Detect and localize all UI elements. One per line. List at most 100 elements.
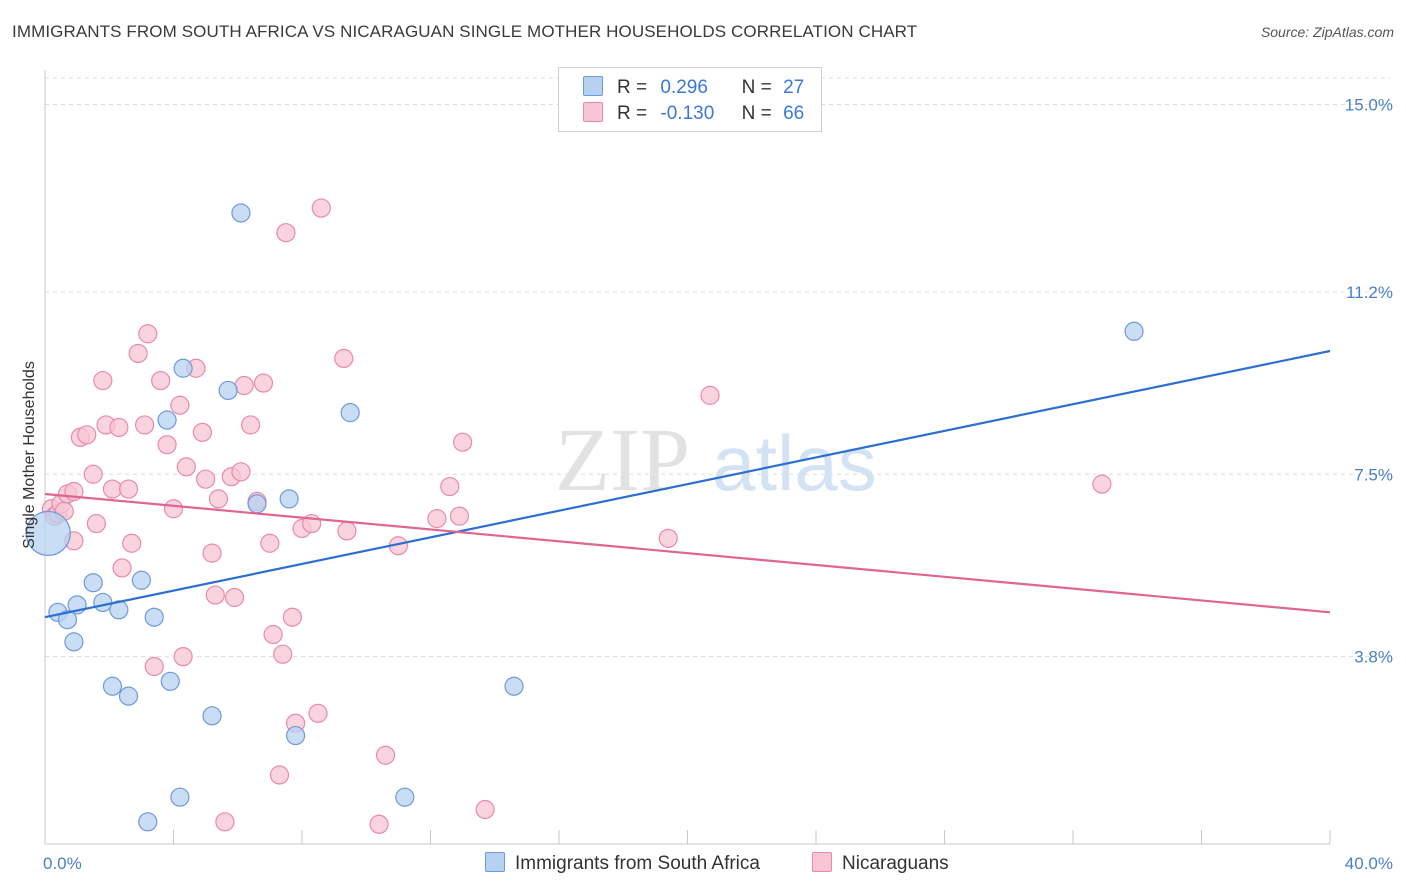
nicaraguans-point xyxy=(475,799,495,820)
nicaraguans-point xyxy=(311,198,331,218)
nicaraguans-point xyxy=(196,469,216,489)
south-africa-point xyxy=(25,510,71,557)
south-africa-point xyxy=(93,592,113,613)
nicaraguans-point xyxy=(83,464,103,484)
nicaraguans-point xyxy=(176,457,196,477)
south-africa-point xyxy=(64,632,84,652)
chart-source: Source: ZipAtlas.com xyxy=(1260,24,1394,40)
nicaraguans-point xyxy=(263,624,283,645)
nicaraguans-point xyxy=(224,587,245,608)
south-africa-point xyxy=(1124,321,1144,341)
south-africa-point xyxy=(247,494,267,514)
legend-item-nicaraguans: Nicaraguans xyxy=(812,852,949,875)
south-africa-point xyxy=(279,489,299,509)
nicaraguans-point xyxy=(253,373,274,393)
y-tick-label: 11.2% xyxy=(1346,283,1393,302)
nicaraguans-point xyxy=(1092,474,1112,494)
south-africa-trend-line xyxy=(44,349,1331,619)
legend-n-value: 66 xyxy=(783,103,805,124)
nicaraguans-point xyxy=(192,422,213,442)
nicaraguans-point xyxy=(205,585,225,605)
trend-lines xyxy=(44,349,1331,619)
nicaraguans-point xyxy=(163,499,184,519)
y-tick-label: 7.5% xyxy=(1354,465,1393,484)
south-africa-point xyxy=(285,725,306,746)
axes xyxy=(44,70,1331,845)
nicaraguans-point xyxy=(151,370,171,391)
legend-swatch-blue xyxy=(583,76,603,96)
legend-n-label: N = xyxy=(741,103,772,124)
nicaraguans-trend-line xyxy=(44,492,1331,614)
nicaraguans-point xyxy=(231,462,251,482)
nicaraguans-point xyxy=(337,521,357,541)
nicaraguans-point xyxy=(215,812,235,832)
nicaraguans-point xyxy=(109,417,129,438)
nicaraguans-point xyxy=(334,348,354,369)
south-africa-points xyxy=(25,203,1144,832)
x-tick-label: 0.0% xyxy=(43,854,82,873)
nicaraguans-point xyxy=(375,745,396,765)
nicaraguans-point xyxy=(260,533,280,553)
nicaraguans-point xyxy=(134,415,155,435)
nicaraguans-point xyxy=(453,432,473,452)
correlation-legend: R = 0.296 N = 27 R = -0.130 N = 66 xyxy=(558,67,822,132)
south-africa-point xyxy=(157,410,177,430)
nicaraguans-point xyxy=(138,324,158,344)
south-africa-point xyxy=(102,676,123,696)
nicaraguans-point xyxy=(234,375,254,396)
legend-r-label: R = xyxy=(617,103,648,124)
nicaraguans-point xyxy=(118,479,139,499)
legend-label-nicaraguans: Nicaraguans xyxy=(842,853,949,874)
south-africa-point xyxy=(504,676,524,696)
legend-swatch-pink xyxy=(812,852,832,872)
south-africa-point xyxy=(118,686,139,706)
south-africa-point xyxy=(202,706,222,726)
nicaraguans-point xyxy=(440,476,460,497)
legend-n-value: 27 xyxy=(783,77,805,98)
nicaraguans-point xyxy=(144,656,164,677)
south-africa-point xyxy=(173,358,193,378)
legend-swatch-blue xyxy=(485,852,505,872)
south-africa-point xyxy=(138,812,158,832)
south-africa-point xyxy=(83,573,103,593)
south-africa-point xyxy=(395,787,415,807)
nicaraguans-point xyxy=(157,435,177,455)
legend-row-nicaraguans: R = -0.130 N = 66 xyxy=(583,102,804,126)
nicaraguans-point xyxy=(273,644,293,664)
legend-r-value: 0.296 xyxy=(660,77,708,98)
nicaraguans-point xyxy=(122,533,142,553)
y-tick-label: 15.0% xyxy=(1345,96,1393,115)
nicaraguans-point xyxy=(112,558,132,578)
legend-r-label: R = xyxy=(617,77,648,98)
legend-row-south-africa: R = 0.296 N = 27 xyxy=(583,76,804,100)
legend-swatch-pink xyxy=(583,102,603,122)
nicaraguans-point xyxy=(269,765,290,785)
nicaraguans-point xyxy=(700,385,720,405)
nicaraguans-point xyxy=(658,528,678,548)
nicaraguans-point xyxy=(86,513,107,534)
y-tick-label: 3.8% xyxy=(1354,648,1393,667)
south-africa-point xyxy=(231,203,251,223)
south-africa-point xyxy=(160,671,180,691)
nicaraguans-point xyxy=(369,814,389,834)
nicaraguans-point xyxy=(449,506,470,526)
nicaraguans-point xyxy=(128,343,148,364)
y-tick-labels: 3.8% 7.5% 11.2% 15.0% xyxy=(1345,96,1393,667)
nicaraguans-points xyxy=(41,198,1112,834)
south-africa-point xyxy=(131,570,151,590)
x-tick-label: 40.0% xyxy=(1345,854,1393,873)
nicaraguans-point xyxy=(173,647,193,667)
nicaraguans-point xyxy=(276,223,296,243)
nicaraguans-point xyxy=(208,489,229,509)
x-tick-labels: 0.0% 40.0% xyxy=(43,854,1393,873)
legend-item-south-africa: Immigrants from South Africa xyxy=(485,852,760,875)
watermark: ZIP atlas xyxy=(555,411,877,510)
nicaraguans-point xyxy=(427,509,447,529)
chart-title: IMMIGRANTS FROM SOUTH AFRICA VS NICARAGU… xyxy=(12,22,918,41)
series-legend: Immigrants from South Africa Nicaraguans xyxy=(0,852,1406,878)
nicaraguans-point xyxy=(170,395,190,415)
nicaraguans-point xyxy=(308,703,328,723)
grid-lines xyxy=(45,77,1390,658)
nicaraguans-point xyxy=(282,607,302,627)
